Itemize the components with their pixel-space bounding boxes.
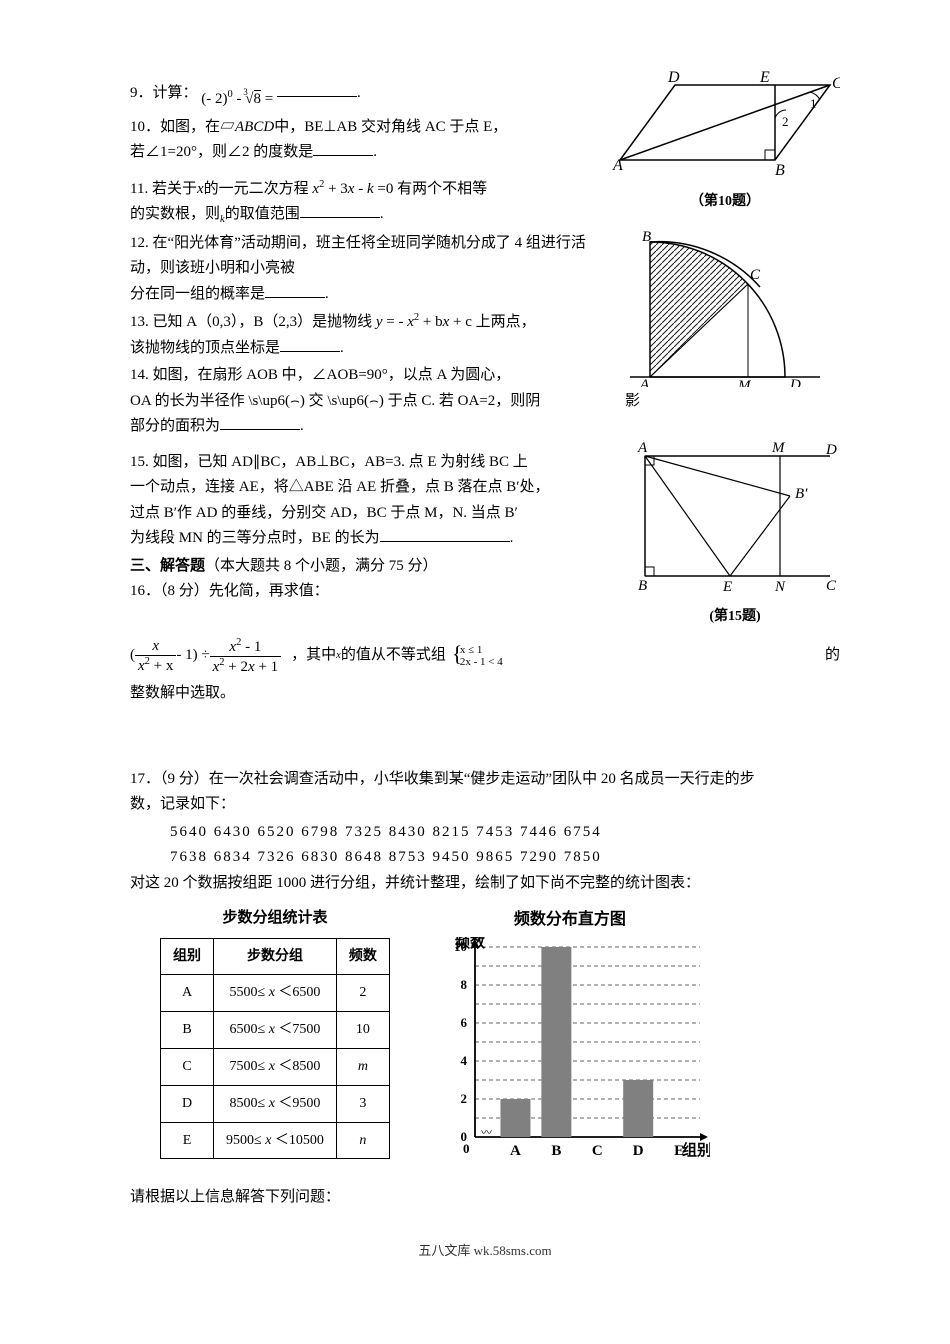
q12-blank [265, 282, 325, 298]
svg-text:频数: 频数 [455, 937, 486, 951]
table-row: C7500≤ x ＜8500m [161, 1049, 390, 1086]
q17-line4: 请根据以上信息解答下列问题： [130, 1185, 840, 1211]
table-header-row: 组别 步数分组 频数 [161, 938, 390, 975]
page-footer: 五八文库 wk.58sms.com [130, 1240, 840, 1262]
svg-text:4: 4 [460, 1053, 467, 1068]
q16-expression-row: (xx2 + x - 1) ÷ x2 - 1x2 + 2x + 1 ，其中 x的… [130, 637, 840, 675]
figure-15-caption: (第15题) [630, 605, 840, 629]
q16-expr: (xx2 + x - 1) ÷ x2 - 1x2 + 2x + 1 [130, 637, 281, 675]
freq-table-title: 步数分组统计表 [160, 906, 390, 932]
q16-system: x ≤ 1 2x - 1 < 4 [452, 644, 503, 668]
svg-text:C: C [592, 1143, 603, 1159]
question-14: 14. 如图，在扇形 AOB 中，∠AOB=90°，以点 A 为圆心， OA 的… [130, 363, 840, 440]
q15-blank [380, 526, 510, 542]
svg-text:B: B [551, 1143, 561, 1159]
q9-blank [277, 81, 357, 97]
q10-blank [313, 140, 373, 156]
q13-eq: y = - x2 + bx + c [376, 314, 472, 330]
question-13: 13. 已知 A（0,3），B（2,3）是抛物线 y = - x2 + bx +… [130, 309, 840, 361]
histogram-block: 频数分布直方图 0246810〰ABCDE频数组别0 [430, 906, 710, 1177]
q11-eq: x2 + 3x - k =0 [312, 181, 393, 197]
question-16: 16．（8 分）先化简，再求值： [130, 579, 840, 605]
question-12: 12. 在“阳光体育”活动期间，班主任将全班同学随机分成了 4 组进行活动，则该… [130, 231, 840, 308]
histogram-svg: 0246810〰ABCDE频数组别0 [430, 937, 710, 1167]
question-10: 10．如图，在▱ABCD中，BE⊥AB 交对角线 AC 于点 E， 若∠1=20… [130, 115, 840, 166]
q9-expr: (- 2)0 - 3√8 = [201, 91, 277, 107]
freq-table: 组别 步数分组 频数 A5500≤ x ＜65002B6500≤ x ＜7500… [160, 938, 390, 1160]
table-row: E9500≤ x ＜10500n [161, 1122, 390, 1159]
svg-text:D: D [633, 1143, 644, 1159]
q17-data-row2: 7638 6834 7326 6830 8648 8753 9450 9865 … [130, 845, 840, 871]
q17-line3: 对这 20 个数据按组距 1000 进行分组，并统计整理，绘制了如下尚不完整的统… [130, 871, 840, 897]
svg-text:组别: 组别 [682, 1141, 710, 1159]
svg-text:6: 6 [460, 1015, 467, 1030]
freq-table-block: 步数分组统计表 组别 步数分组 频数 A5500≤ x ＜65002B6500≤… [160, 906, 390, 1159]
table-row: D8500≤ x ＜95003 [161, 1085, 390, 1122]
chart-title: 频数分布直方图 [430, 906, 710, 933]
svg-text:0: 0 [463, 1141, 470, 1156]
svg-text:A: A [510, 1143, 521, 1159]
svg-text:〰: 〰 [481, 1127, 492, 1139]
q14-blank [220, 414, 300, 430]
question-11: 11. 若关于x的一元二次方程 x2 + 3x - k =0 有两个不相等 的实… [130, 176, 840, 229]
q17-data-row1: 5640 6430 6520 6798 7325 8430 8215 7453 … [130, 820, 840, 846]
q16-line2: 整数解中选取。 [130, 681, 840, 707]
svg-text:8: 8 [460, 977, 467, 992]
table-row: A5500≤ x ＜65002 [161, 975, 390, 1012]
q13-blank [280, 336, 340, 352]
tables-and-chart: 步数分组统计表 组别 步数分组 频数 A5500≤ x ＜65002B6500≤… [130, 906, 840, 1177]
q11-blank [300, 202, 380, 218]
question-17: 17．（9 分）在一次社会调查活动中，小华收集到某“健步走运动”团队中 20 名… [130, 767, 840, 818]
svg-text:2: 2 [460, 1091, 467, 1106]
q9-label: 9．计算： [130, 85, 198, 101]
question-9: 9．计算： (- 2)0 - 3√8 = . [130, 80, 840, 107]
table-row: B6500≤ x ＜750010 [161, 1012, 390, 1049]
question-15: 15. 如图，已知 AD∥BC，AB⊥BC，AB=3. 点 E 为射线 BC 上… [130, 450, 840, 552]
